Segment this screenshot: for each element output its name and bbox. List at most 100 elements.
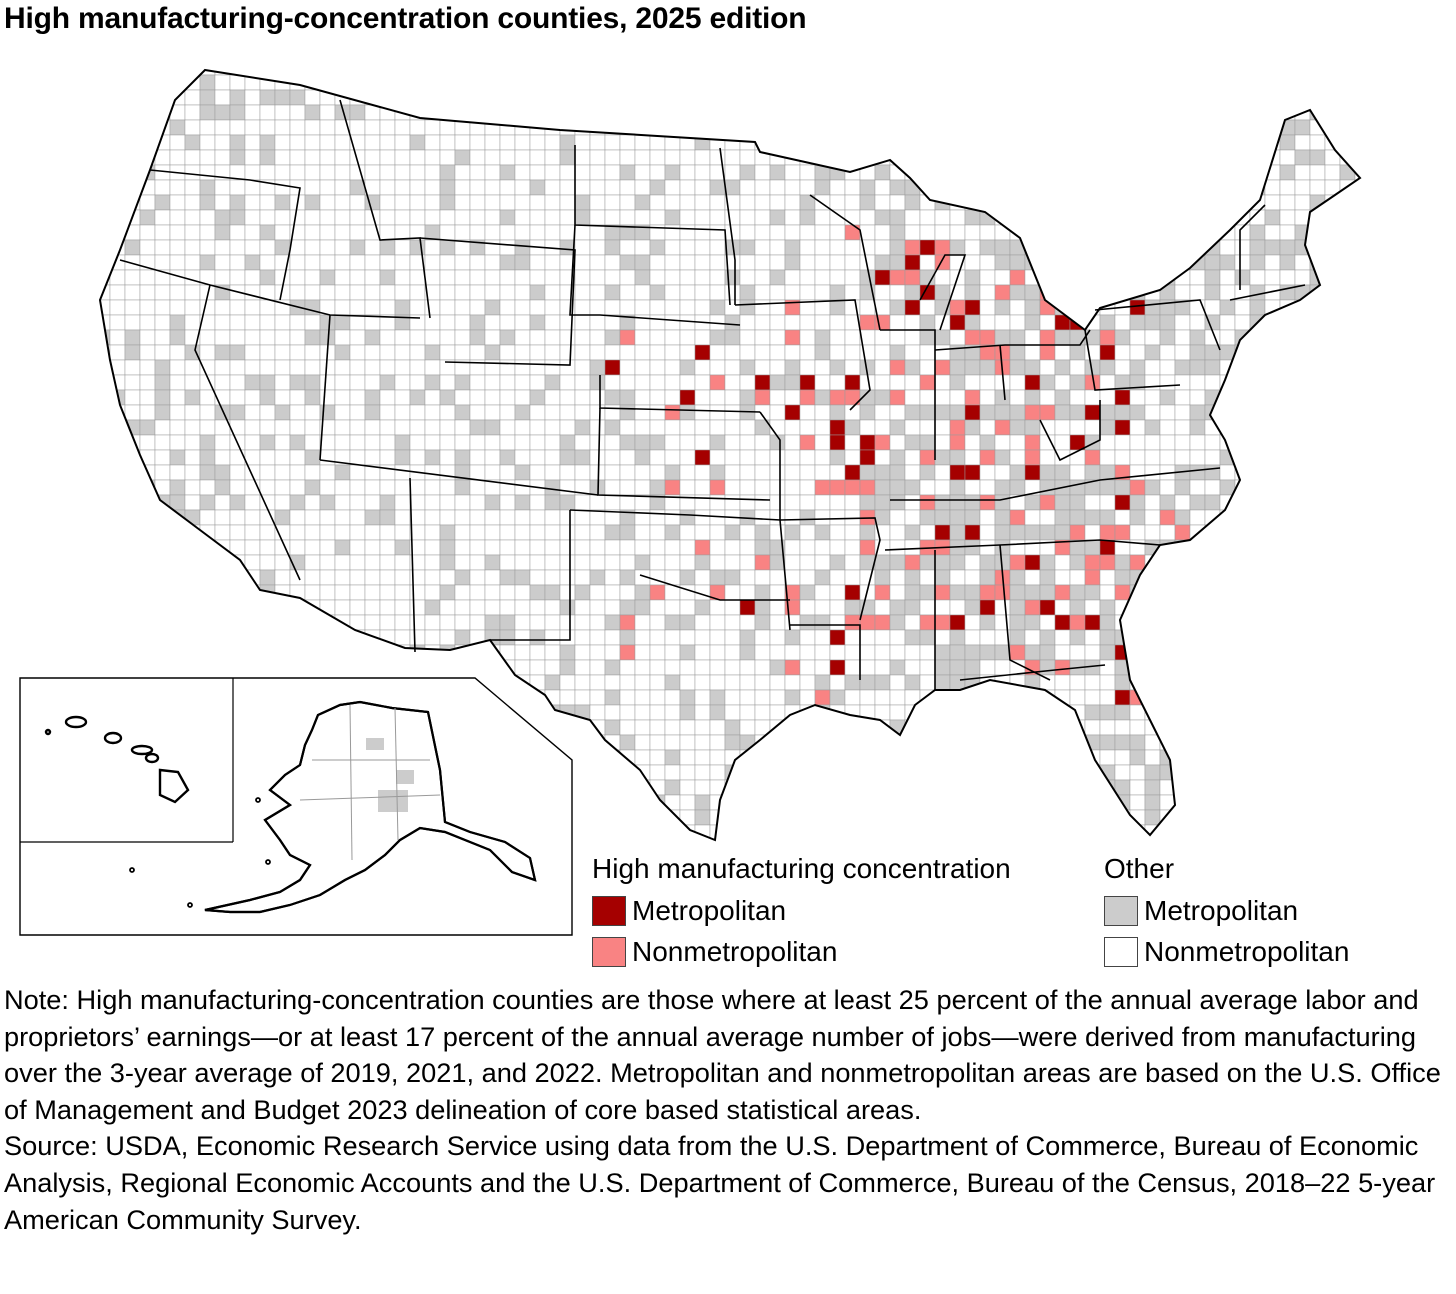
county-cell [1279,239,1296,256]
county-cell [454,509,471,526]
county-cell [1249,494,1266,511]
county-cell [904,194,921,211]
county-cell [634,824,651,840]
county-cell [784,779,801,796]
county-cell [334,434,351,451]
county-cell [589,494,606,511]
county-cell [109,494,126,511]
county-cell [874,119,891,136]
county-cell [1204,584,1221,601]
county-cell [799,824,816,840]
county-cell [589,524,606,541]
county-cell [1024,224,1041,241]
county-cell [709,704,726,721]
county-cell [724,809,741,826]
county-cell [1039,269,1056,286]
county-cell [1039,419,1056,436]
county-cell [1114,70,1131,76]
county-cell [754,779,771,796]
county-cell [604,539,621,556]
county-cell [1204,749,1221,766]
county-cell [379,479,396,496]
county-cell [934,779,951,796]
county-cell [1324,299,1341,316]
county-cell [409,209,426,226]
county-cell [589,209,606,226]
county-cell [799,70,816,76]
county-cell [1354,209,1360,226]
state-boundary-line [884,539,1161,551]
county-cell [1054,119,1071,136]
county-cell [514,539,531,556]
county-cell [979,164,996,181]
county-cell [799,464,816,481]
county-cell [334,629,351,646]
county-cell [184,389,201,406]
county-cell [469,539,486,556]
county-cell [454,599,471,616]
county-cell [364,404,381,421]
county-cell [1039,734,1056,751]
county-cell [1069,149,1086,166]
county-cell [319,314,336,331]
county-cell [859,749,876,766]
county-cell [964,584,981,601]
county-cell [709,434,726,451]
county-cell [1339,734,1356,751]
county-cell [529,254,546,271]
county-cell [1309,794,1326,811]
county-cell [1114,404,1131,421]
county-cell [349,464,366,481]
county-cell [1114,149,1131,166]
county-cell [349,284,366,301]
county-cell [124,89,141,106]
county-cell [874,344,891,361]
county-cell [694,734,711,751]
county-cell [1024,314,1041,331]
county-cell [829,809,846,826]
county-cell [514,104,531,121]
county-cell [1354,674,1360,691]
county-cell [124,599,141,616]
county-cell [1294,629,1311,646]
county-cell [1309,644,1326,661]
county-cell [1279,149,1296,166]
county-cell [484,209,501,226]
county-cell [439,509,456,526]
county-cell [934,269,951,286]
county-cell [199,74,216,91]
county-cell [649,599,666,616]
county-cell [1339,299,1356,316]
county-cell [769,464,786,481]
county-cell [1264,569,1281,586]
county-cell [349,104,366,121]
county-cell [769,164,786,181]
county-cell [394,584,411,601]
county-cell [199,119,216,136]
county-cell [919,89,936,106]
county-cell [1174,749,1191,766]
county-cell [109,464,126,481]
county-cell [229,179,246,196]
county-cell [1309,209,1326,226]
county-cell [1009,134,1026,151]
county-cell [634,584,651,601]
county-cell [589,194,606,211]
county-cell [949,329,966,346]
county-cell [544,524,561,541]
county-cell [289,344,306,361]
county-cell [1354,134,1360,151]
county-cell [1054,404,1071,421]
county-cell [1159,344,1176,361]
county-cell [319,224,336,241]
county-cell [244,239,261,256]
county-cell [1234,509,1251,526]
county-cell [514,464,531,481]
county-cell [1159,629,1176,646]
county-cell [274,509,291,526]
county-cell [814,314,831,331]
county-cell [1264,344,1281,361]
county-cell [1099,134,1116,151]
county-cell [1099,209,1116,226]
county-cell [1084,509,1101,526]
